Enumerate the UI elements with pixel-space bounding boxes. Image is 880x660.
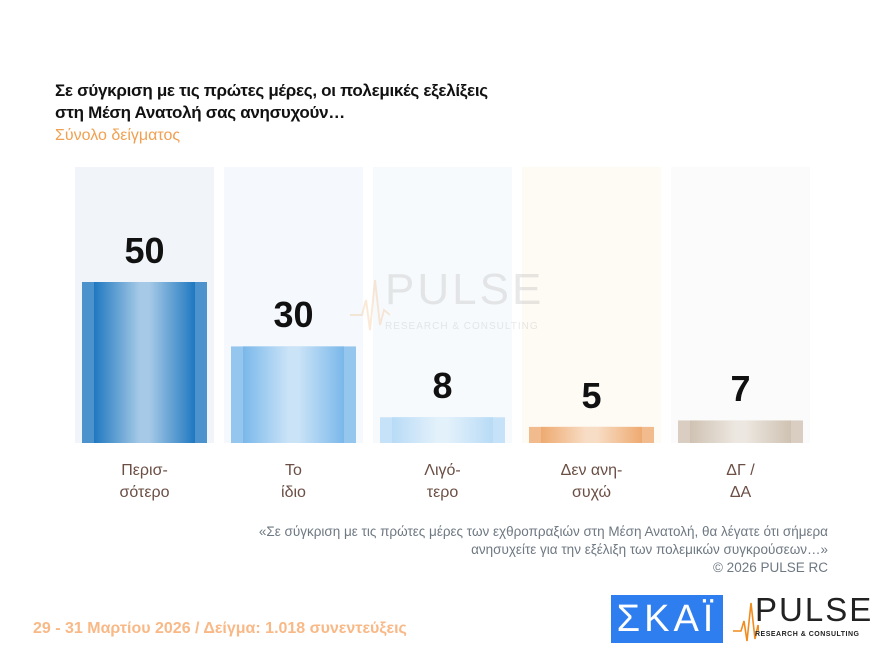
- question-note: «Σε σύγκριση με τις πρώτες μέρες των εχθ…: [259, 523, 828, 577]
- footer-sample-info: 29 - 31 Μαρτίου 2026 / Δείγμα: 1.018 συν…: [33, 620, 407, 637]
- title-line-2: στη Μέση Ανατολή σας ανησυχούν…: [55, 103, 345, 122]
- watermark-tagline: RESEARCH & CONSULTING: [385, 321, 539, 332]
- data-label: 8: [432, 365, 453, 407]
- category-label: Δεν ανη-συχώ: [522, 460, 661, 504]
- data-label: 7: [730, 368, 751, 410]
- copyright: © 2026 PULSE RC: [712, 560, 828, 575]
- bar-highlight: [243, 346, 344, 443]
- note-line-1: «Σε σύγκριση με τις πρώτες μέρες των εχθ…: [258, 524, 828, 539]
- column-background: [671, 167, 810, 443]
- watermark-brand: PULSE: [385, 265, 545, 314]
- category-label-line: σότερο: [119, 484, 170, 501]
- bar-highlight: [392, 417, 493, 443]
- category-label-line: συχώ: [571, 484, 612, 501]
- skai-logo-text: ΣΚΑΪ: [616, 598, 718, 640]
- chart-subtitle: Σύνολο δείγματος: [55, 127, 181, 144]
- data-label: 30: [273, 294, 314, 336]
- data-label: 50: [124, 230, 165, 271]
- skai-logo: ΣΚΑΪ: [611, 595, 723, 643]
- pulse-watermark: PULSE RESEARCH & CONSULTING: [350, 265, 550, 345]
- bar-highlight: [690, 420, 791, 443]
- category-label-line: ίδιο: [281, 484, 306, 501]
- pulse-wave-icon: [733, 602, 759, 642]
- category-label: Περισ-σότερο: [75, 460, 214, 504]
- category-label: ΔΓ / ΔΑ: [671, 460, 810, 504]
- pulse-logo-tagline: RESEARCH & CONSULTING: [755, 631, 860, 638]
- data-label: 5: [581, 374, 602, 416]
- bar-highlight: [94, 282, 195, 443]
- note-line-2: ανησυχείτε για την εξέλιξη των πολεμικών…: [471, 542, 828, 557]
- pulse-logo-text: PULSE: [755, 591, 874, 628]
- category-label: Το ίδιο: [224, 460, 363, 504]
- chart-title: Σε σύγκριση με τις πρώτες μέρες, οι πολε…: [55, 80, 488, 124]
- category-label: Λιγό-τερο: [373, 460, 512, 504]
- category-label-line: Περισ-: [121, 462, 168, 479]
- category-label-line: ΔΑ: [729, 484, 752, 501]
- pulse-wave-icon: [350, 279, 390, 331]
- bar-highlight: [541, 426, 642, 443]
- category-label-line: Το: [285, 462, 302, 479]
- category-label-line: ΔΓ /: [726, 462, 755, 479]
- pulse-logo: PULSE RESEARCH & CONSULTING: [733, 591, 871, 645]
- column-background: [373, 167, 512, 443]
- column-background: [522, 167, 661, 443]
- title-line-1: Σε σύγκριση με τις πρώτες μέρες, οι πολε…: [55, 81, 488, 100]
- bar-chart: [75, 167, 810, 443]
- category-label-line: τερο: [426, 484, 459, 501]
- category-label-line: Δεν ανη-: [560, 462, 623, 479]
- category-label-line: Λιγό-: [424, 462, 461, 479]
